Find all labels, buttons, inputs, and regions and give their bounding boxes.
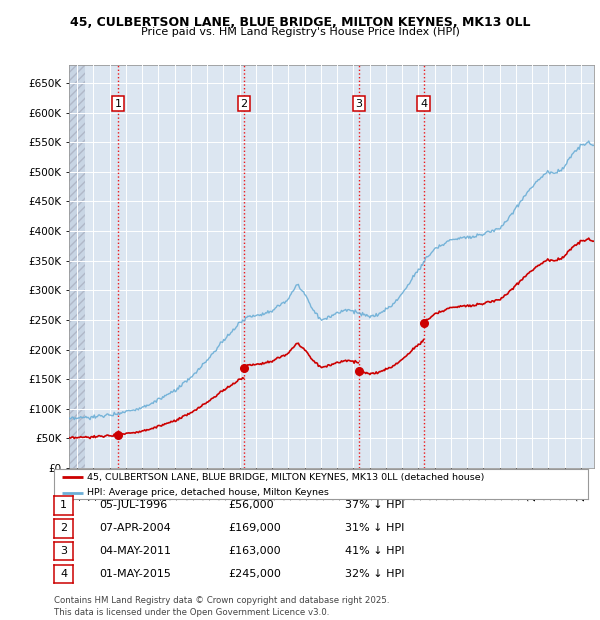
Text: 37% ↓ HPI: 37% ↓ HPI (345, 500, 404, 510)
Text: Price paid vs. HM Land Registry's House Price Index (HPI): Price paid vs. HM Land Registry's House … (140, 27, 460, 37)
Text: 3: 3 (60, 546, 67, 556)
Text: £56,000: £56,000 (228, 500, 274, 510)
Text: 4: 4 (420, 99, 427, 108)
Text: 31% ↓ HPI: 31% ↓ HPI (345, 523, 404, 533)
Bar (69, 65, 85, 468)
Text: Contains HM Land Registry data © Crown copyright and database right 2025.
This d: Contains HM Land Registry data © Crown c… (54, 596, 389, 617)
Text: 01-MAY-2015: 01-MAY-2015 (99, 569, 171, 579)
Text: 4: 4 (60, 569, 67, 579)
Text: 1: 1 (60, 500, 67, 510)
Text: £163,000: £163,000 (228, 546, 281, 556)
Text: 45, CULBERTSON LANE, BLUE BRIDGE, MILTON KEYNES, MK13 0LL (detached house): 45, CULBERTSON LANE, BLUE BRIDGE, MILTON… (87, 472, 484, 482)
Text: 32% ↓ HPI: 32% ↓ HPI (345, 569, 404, 579)
Text: 04-MAY-2011: 04-MAY-2011 (99, 546, 171, 556)
Text: 1: 1 (115, 99, 121, 108)
Text: £245,000: £245,000 (228, 569, 281, 579)
Text: 2: 2 (60, 523, 67, 533)
Text: £169,000: £169,000 (228, 523, 281, 533)
Text: 41% ↓ HPI: 41% ↓ HPI (345, 546, 404, 556)
Text: HPI: Average price, detached house, Milton Keynes: HPI: Average price, detached house, Milt… (87, 488, 329, 497)
Text: 05-JUL-1996: 05-JUL-1996 (99, 500, 167, 510)
Text: 3: 3 (355, 99, 362, 108)
Text: 45, CULBERTSON LANE, BLUE BRIDGE, MILTON KEYNES, MK13 0LL: 45, CULBERTSON LANE, BLUE BRIDGE, MILTON… (70, 16, 530, 29)
Text: 2: 2 (241, 99, 248, 108)
Text: 07-APR-2004: 07-APR-2004 (99, 523, 171, 533)
